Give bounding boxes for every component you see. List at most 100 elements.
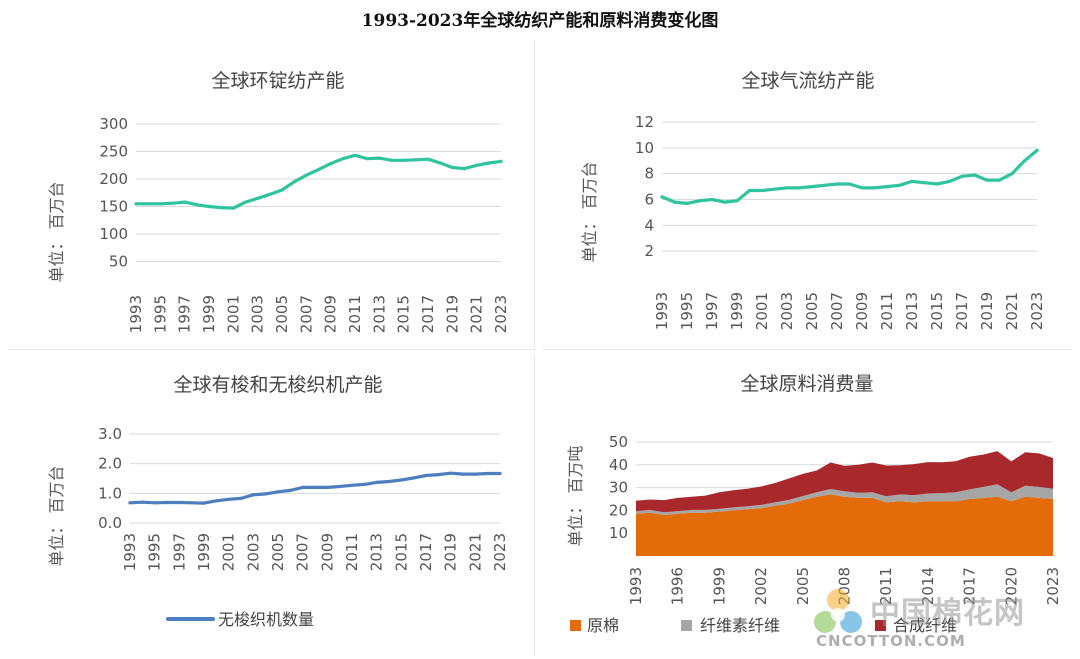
x-tick-label: 2002 xyxy=(752,567,770,605)
y-tick-label: 6 xyxy=(644,191,654,209)
data-point xyxy=(377,156,381,160)
x-tick-label: 2023 xyxy=(1028,292,1046,330)
cotton-boll-logo-icon xyxy=(814,589,862,633)
x-tick-label: 2014 xyxy=(919,567,937,605)
watermark: 中国棉花网 CNCOTTON.COM xyxy=(808,580,1074,656)
data-point xyxy=(353,153,357,157)
legend-label: 无梭织机数量 xyxy=(218,610,314,629)
data-point xyxy=(153,501,157,505)
legend-swatch xyxy=(681,620,692,631)
data-point xyxy=(450,165,454,170)
x-tick-label: 2015 xyxy=(928,292,946,330)
legend-swatch xyxy=(875,620,886,631)
series-line xyxy=(660,148,1039,205)
data-point xyxy=(972,173,977,177)
data-point xyxy=(195,203,199,207)
x-tick-label: 1993 xyxy=(127,295,145,333)
series-area xyxy=(636,494,1053,556)
y-tick-label: 1.0 xyxy=(98,484,122,502)
data-point xyxy=(685,201,689,205)
x-tick-label: 1996 xyxy=(669,567,687,605)
y-axis-label: 单位： 百万台 xyxy=(580,161,599,262)
x-tick-label: 2021 xyxy=(468,295,486,333)
data-point xyxy=(304,173,308,177)
data-point xyxy=(292,180,296,184)
x-tick-label: 2005 xyxy=(803,292,821,330)
y-tick-label: 4 xyxy=(644,216,654,234)
x-tick-label: 2021 xyxy=(1003,292,1021,330)
data-point xyxy=(329,162,333,166)
data-point xyxy=(276,490,280,494)
data-point xyxy=(810,185,814,189)
x-tick-label: 1993 xyxy=(653,292,671,330)
data-point xyxy=(847,182,852,186)
chart-title: 全球环锭纺产能 xyxy=(211,70,344,92)
x-tick-label: 2011 xyxy=(877,567,895,605)
x-tick-label: 1999 xyxy=(200,295,218,333)
series-area xyxy=(636,484,1053,515)
x-tick-label: 2011 xyxy=(343,533,361,571)
y-tick-label: 0.0 xyxy=(98,514,122,532)
data-point xyxy=(499,159,503,163)
data-point xyxy=(772,187,777,191)
data-point xyxy=(860,186,864,190)
data-point xyxy=(207,204,211,209)
legend-label: 纤维素纤维 xyxy=(700,616,780,635)
x-tick-label: 1999 xyxy=(728,292,746,330)
data-point xyxy=(227,497,231,501)
y-axis-label: 单位： 百万台 xyxy=(47,465,66,566)
x-tick-label: 2017 xyxy=(417,533,435,571)
data-point xyxy=(158,202,162,206)
x-tick-label: 2003 xyxy=(778,292,796,330)
data-point xyxy=(486,471,490,476)
x-tick-label: 2003 xyxy=(244,533,262,571)
y-tick-label: 40 xyxy=(609,456,628,474)
x-tick-label: 2009 xyxy=(318,533,336,571)
data-point xyxy=(935,182,939,186)
y-tick-label: 250 xyxy=(99,143,128,161)
data-point xyxy=(760,188,764,193)
x-tick-label: 2001 xyxy=(753,292,771,330)
data-point xyxy=(183,200,187,204)
series-line xyxy=(134,153,503,210)
x-tick-label: 2005 xyxy=(794,567,812,605)
data-point xyxy=(997,178,1002,182)
x-tick-label: 2007 xyxy=(294,533,312,571)
data-point xyxy=(402,158,406,162)
data-point xyxy=(170,201,175,205)
x-tick-label: 2005 xyxy=(269,533,287,571)
x-tick-label: 2001 xyxy=(224,295,242,333)
x-tick-label: 1997 xyxy=(703,292,721,330)
data-point xyxy=(1022,159,1027,163)
data-point xyxy=(785,186,789,190)
x-tick-label: 2019 xyxy=(978,292,996,330)
y-tick-label: 2 xyxy=(644,242,654,260)
data-point xyxy=(426,157,430,161)
chart-title: 全球有梭和无梭织机产能 xyxy=(173,374,382,396)
x-tick-label: 1993 xyxy=(121,533,139,571)
x-tick-label: 2007 xyxy=(828,292,846,330)
data-point xyxy=(660,195,664,199)
data-point xyxy=(710,197,714,202)
data-point xyxy=(301,485,305,489)
y-tick-label: 8 xyxy=(644,165,654,183)
data-point xyxy=(239,496,243,500)
data-point xyxy=(134,202,138,206)
y-tick-label: 50 xyxy=(609,433,628,451)
y-tick-label: 50 xyxy=(109,253,128,271)
y-tick-label: 10 xyxy=(635,139,654,157)
data-point xyxy=(461,472,465,476)
y-axis-label: 单位： 百万台 xyxy=(47,181,66,282)
data-point xyxy=(1035,148,1039,152)
y-tick-label: 3.0 xyxy=(98,425,122,443)
x-tick-label: 2013 xyxy=(368,533,386,571)
legend-swatch xyxy=(570,620,581,631)
data-point xyxy=(214,499,218,503)
x-tick-label: 1995 xyxy=(151,295,169,333)
data-point xyxy=(414,158,418,162)
data-point xyxy=(146,202,150,206)
y-tick-label: 20 xyxy=(609,501,628,519)
